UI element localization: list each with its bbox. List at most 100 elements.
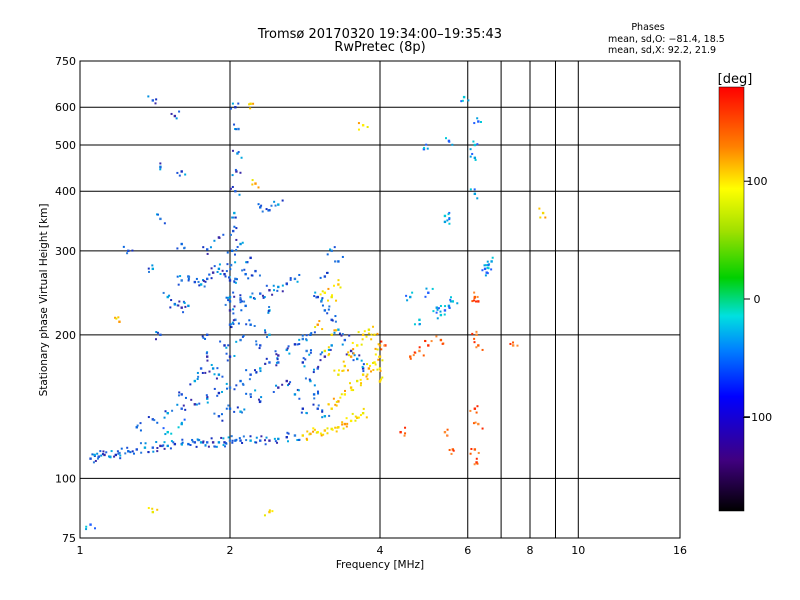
data-point [242,435,245,438]
data-point [418,318,421,322]
data-point [330,407,333,410]
data-point [228,276,231,279]
data-point [223,441,226,444]
data-point [343,338,347,342]
data-point [355,344,359,347]
data-point [163,447,166,450]
data-point [471,300,474,303]
data-point [451,448,455,451]
data-point [179,275,182,278]
data-point [443,430,447,434]
data-point [254,182,257,185]
data-point [162,291,165,294]
data-point [254,269,257,273]
data-point [474,158,477,161]
data-point [327,287,330,290]
data-point [197,280,200,283]
data-point [277,437,280,441]
data-point [321,410,324,413]
data-point [335,430,338,433]
data-point [205,277,209,281]
data-point [332,284,335,287]
data-point [352,348,355,351]
data-point [252,102,255,105]
data-point [180,407,183,410]
data-point [308,433,311,436]
data-point [236,152,239,155]
data-point [448,216,451,219]
data-point [267,310,270,313]
data-point [175,117,178,120]
data-point [274,350,277,353]
data-point [444,305,447,308]
data-point [237,151,240,154]
data-point [196,438,199,441]
data-point [476,295,479,298]
data-point [206,359,209,362]
data-point [437,307,440,310]
data-point [360,343,363,346]
data-point [321,416,324,419]
data-point [309,351,312,354]
data-point [195,277,198,280]
data-point [187,279,190,282]
data-point [241,382,244,385]
data-point [241,241,244,244]
data-point [235,278,238,281]
data-point [228,407,232,410]
data-point [367,332,370,335]
data-point [205,248,209,251]
data-point [272,284,275,287]
data-point [259,439,262,442]
data-point [337,400,340,403]
data-point [357,331,360,334]
data-point [418,349,421,353]
data-point [286,440,289,443]
data-point [139,442,142,445]
data-point [341,421,344,424]
data-point [330,344,333,347]
data-point [187,304,190,308]
data-point [445,137,448,140]
data-point [103,453,106,457]
data-point [339,396,342,399]
data-point [235,248,238,251]
data-point [355,416,359,419]
data-point [270,204,273,207]
data-point [169,306,172,309]
data-point [296,280,299,283]
data-point [155,441,158,444]
data-point [475,457,478,460]
data-point [241,335,244,338]
data-point [422,354,425,357]
data-point [412,354,415,357]
data-point [305,334,308,337]
data-point [180,170,183,173]
data-point [473,291,476,294]
data-point [473,297,476,300]
data-point [418,346,421,349]
data-point [221,390,224,393]
data-point [333,331,336,334]
data-point [207,445,210,448]
data-point [235,340,238,343]
data-point [319,276,322,279]
data-point [439,338,443,342]
data-point [163,416,166,419]
data-point [202,246,205,249]
data-point [268,306,271,309]
data-point [114,453,118,457]
data-point [173,114,177,118]
data-point [152,450,155,453]
data-point [365,375,368,378]
data-point [366,363,369,366]
data-point [362,407,365,410]
data-point [205,394,208,397]
data-point [276,289,279,292]
data-point [226,263,229,266]
data-point [231,185,234,188]
data-point [309,379,312,383]
data-point [345,425,348,428]
data-point [425,287,428,290]
data-point [211,367,215,370]
